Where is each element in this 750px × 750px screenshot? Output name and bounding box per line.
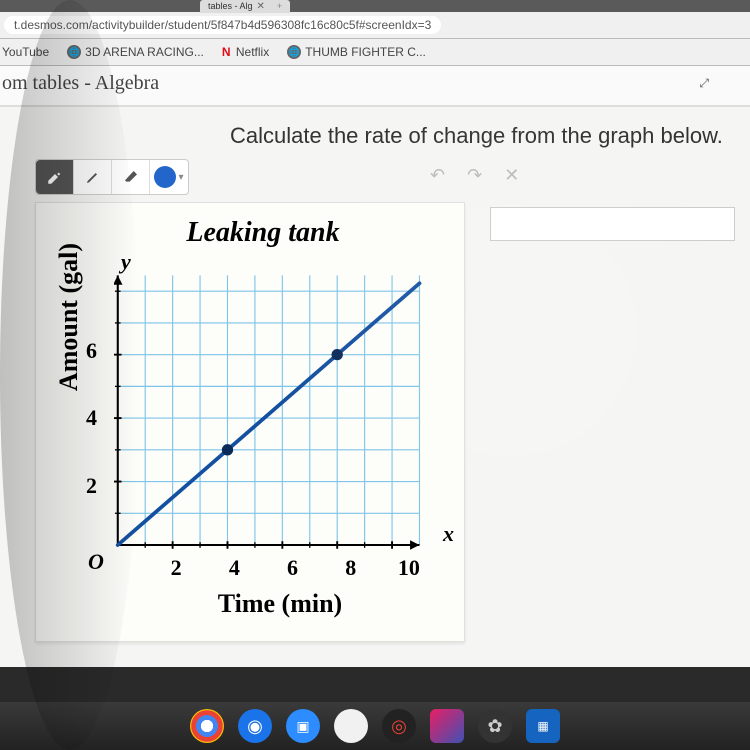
zoom-icon[interactable]: ▣ [286, 709, 320, 743]
clear-button[interactable]: ✕ [504, 165, 519, 186]
activity-content: Calculate the rate of change from the gr… [0, 107, 750, 667]
y-tick-label: 2 [86, 473, 97, 499]
page-header: om tables - Algebra ⤢ [0, 66, 750, 107]
plot-area: y x 246 O 246810 Time (min) [86, 253, 444, 391]
app-icon[interactable] [334, 709, 368, 743]
question-text: Calculate the rate of change from the gr… [0, 117, 750, 159]
pen-icon [85, 169, 101, 185]
answer-input[interactable] [490, 207, 735, 241]
marker-icon [46, 168, 64, 186]
calendar-icon[interactable]: ▦ [526, 709, 560, 743]
chart-plot [114, 253, 444, 573]
y-tick-label: 6 [86, 338, 97, 364]
y-axis-label: Amount (gal) [52, 243, 86, 391]
bookmark-label: YouTube [2, 45, 49, 59]
x-axis-letter: x [443, 521, 454, 547]
color-dot-icon [154, 166, 176, 188]
bookmark-netflix[interactable]: Netflix [222, 45, 269, 59]
tab-title: tables - Alg [208, 1, 253, 11]
bookmark-youtube[interactable]: YouTube [2, 45, 49, 59]
fullscreen-icon[interactable]: ⤢ [699, 76, 710, 91]
x-tick-label: 10 [398, 555, 420, 581]
close-icon[interactable]: ✕ [257, 1, 265, 12]
url-text: t.desmos.com/activitybuilder/student/5f8… [4, 16, 441, 34]
bookmarks-bar: YouTube 🌐 3D ARENA RACING... Netflix 🌐 T… [0, 39, 750, 66]
x-tick-label: 6 [287, 555, 298, 581]
x-tick-label: 4 [229, 555, 240, 581]
bookmark-thumb[interactable]: 🌐 THUMB FIGHTER C... [287, 45, 426, 59]
x-tick-label: 8 [345, 555, 356, 581]
app-icon[interactable]: ◉ [238, 709, 272, 743]
eraser-icon [123, 169, 139, 185]
pen-tool-button[interactable] [74, 160, 112, 194]
bookmark-label: 3D ARENA RACING... [85, 45, 204, 59]
new-tab-button[interactable]: + [277, 1, 282, 11]
settings-icon[interactable]: ✿ [478, 709, 512, 743]
redo-button[interactable]: ↷ [467, 165, 482, 186]
chevron-down-icon: ▾ [178, 172, 183, 183]
x-axis-label: Time (min) [116, 589, 444, 619]
x-tick-label: 2 [171, 555, 182, 581]
chrome-icon[interactable] [190, 709, 224, 743]
undo-button[interactable]: ↶ [430, 165, 445, 186]
eraser-tool-button[interactable] [112, 160, 150, 194]
y-tick-label: 4 [86, 405, 97, 431]
bookmark-arena[interactable]: 🌐 3D ARENA RACING... [67, 45, 204, 59]
marker-tool-button[interactable] [36, 160, 74, 194]
browser-tab-bar: tables - Alg ✕ + [0, 0, 750, 12]
color-picker-button[interactable]: ▾ [150, 160, 188, 194]
globe-icon: 🌐 [67, 45, 81, 59]
bookmark-label: Netflix [236, 45, 269, 59]
photos-icon[interactable] [430, 709, 464, 743]
drawing-toolbar: ▾ [35, 159, 189, 195]
chart-card: Leaking tank Amount (gal) y x 246 O 2468… [35, 202, 465, 642]
address-bar[interactable]: t.desmos.com/activitybuilder/student/5f8… [0, 12, 750, 39]
app-icon[interactable]: ◎ [382, 709, 416, 743]
globe-icon: 🌐 [287, 45, 301, 59]
netflix-icon [222, 45, 232, 59]
page-title: om tables - Algebra [2, 72, 159, 95]
bookmark-label: THUMB FIGHTER C... [305, 45, 426, 59]
browser-tab[interactable]: tables - Alg ✕ + [200, 0, 290, 13]
chart-title: Leaking tank [82, 217, 444, 249]
taskbar: ◉ ▣ ◎ ✿ ▦ [0, 702, 750, 750]
edit-tools: ↶ ↷ ✕ [430, 165, 519, 186]
